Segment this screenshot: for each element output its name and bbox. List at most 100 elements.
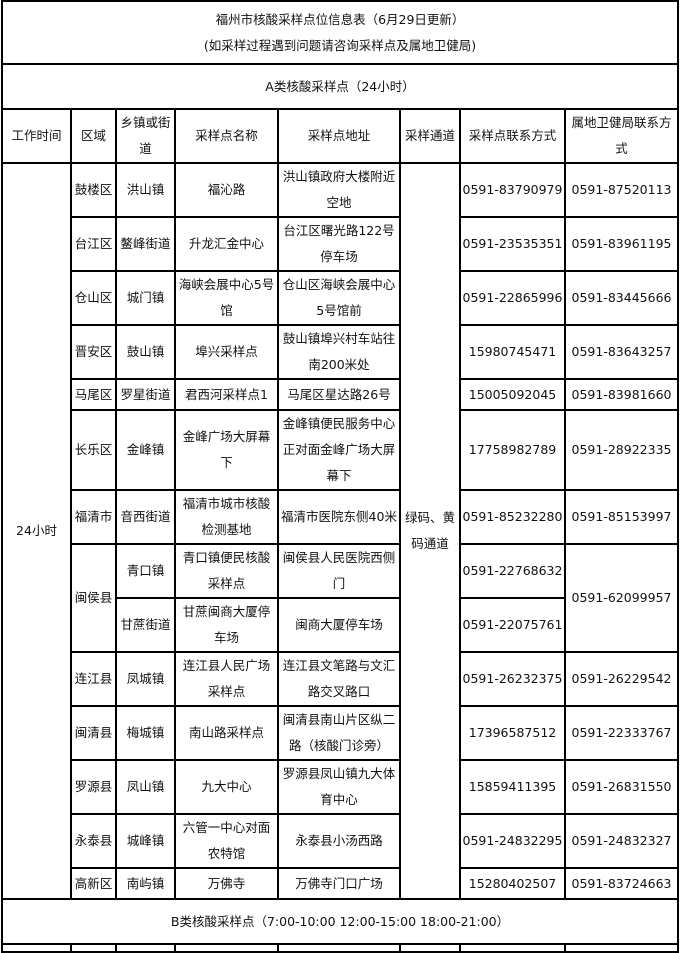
town-cell: 罗星街道: [115, 378, 176, 411]
empty-cell: [115, 943, 176, 953]
empty-cell: [459, 943, 566, 953]
town-cell: 青口镇: [115, 543, 176, 599]
address-cell: 仓山区海峡会展中心5号馆前: [277, 270, 401, 326]
section-b-row: B类核酸采样点（7:00-10:00 12:00-15:00 18:00-21:…: [0, 898, 680, 945]
district-cell: 闽侯县: [70, 543, 117, 653]
address-cell: 万佛寺门口广场: [277, 867, 401, 900]
address-cell: 闽侯县人民医院西侧门: [277, 543, 401, 599]
bureau-phone-cell: 0591-28922335: [563, 409, 680, 491]
bureau-phone-cell: 0591-83961195: [563, 216, 680, 272]
header-channel: 采样通道: [399, 108, 461, 164]
site-phone-cell: 17396587512: [459, 705, 566, 761]
town-cell: 洪山镇: [115, 162, 176, 218]
bureau-phone-cell: 0591-83445666: [563, 270, 680, 326]
town-cell: 鳌峰街道: [115, 216, 176, 272]
header-work-time: 工作时间: [1, 108, 72, 164]
town-cell: 南屿镇: [115, 867, 176, 900]
site-name-cell: 六管一中心对面农特馆: [174, 813, 279, 869]
address-cell: 洪山镇政府大楼附近空地: [277, 162, 401, 218]
bureau-phone-cell: 0591-26831550: [563, 759, 680, 815]
title-text: 福州市核酸采样点位信息表（6月29日更新）: [215, 11, 465, 27]
town-cell: 音西街道: [115, 489, 176, 545]
district-cell: 马尾区: [70, 378, 117, 411]
table-row: 台江区 鳌峰街道 升龙汇金中心 台江区曙光路122号停车场 0591-23535351 0…: [2, 216, 680, 272]
site-name-cell: 南山路采样点: [174, 705, 279, 761]
town-cell: 凤城镇: [115, 651, 176, 707]
district-cell: 罗源县: [70, 759, 117, 815]
subtitle-text: (如采样过程遇到问题请咨询采样点及属地卫健局): [203, 37, 477, 53]
address-cell: 金峰镇便民服务中心正对面金峰广场大屏幕下: [277, 409, 401, 491]
address-cell: 闽清县南山片区纵二路（核酸门诊旁）: [277, 705, 401, 761]
site-phone-cell: 0591-24832295: [459, 813, 566, 869]
header-district: 区域: [70, 108, 117, 164]
address-cell: 罗源县凤山镇九大体育中心: [277, 759, 401, 815]
table-row: 连江县 凤城镇 连江县人民广场采样点 连江县文笔路与文汇路交叉路口 0591-26232…: [2, 651, 680, 707]
site-name-cell: 埠兴采样点: [174, 324, 279, 380]
bureau-phone-cell: 0591-87520113: [563, 162, 680, 218]
empty-cell: [1, 943, 72, 953]
district-cell: 闽清县: [70, 705, 117, 761]
address-cell: 台江区曙光路122号停车场: [277, 216, 401, 272]
site-phone-cell: 0591-26232375: [459, 651, 566, 707]
district-cell: 鼓楼区: [70, 162, 117, 218]
table-row: 仓山区 城门镇 海峡会展中心5号馆 仓山区海峡会展中心5号馆前 0591-2286599…: [2, 270, 680, 326]
table-row: 24小时 鼓楼区 洪山镇 福沁路 洪山镇政府大楼附近空地 绿码、黄码通道 0591-8379…: [1, 162, 680, 900]
empty-cell: [70, 943, 117, 953]
district-cell: 长乐区: [70, 409, 117, 491]
site-phone-cell: 15980745471: [459, 324, 566, 380]
empty-cell: [399, 943, 461, 953]
bureau-phone-cell: 0591-62099957: [563, 543, 680, 653]
town-cell: 凤山镇: [115, 759, 176, 815]
table-title: 福州市核酸采样点位信息表（6月29日更新） (如采样过程遇到问题请咨询采样点及属…: [0, 0, 680, 65]
district-cell: 永泰县: [70, 813, 117, 869]
site-phone-cell: 0591-22768632: [459, 543, 566, 599]
address-cell: 鼓山镇埠兴村车站往南200米处: [277, 324, 401, 380]
town-cell: 金峰镇: [115, 409, 176, 491]
address-cell: 永泰县小汤西路: [277, 813, 401, 869]
site-name-cell: 福沁路: [174, 162, 279, 218]
site-name-cell: 福清市城市核酸检测基地: [174, 489, 279, 545]
bureau-phone-cell: 0591-85153997: [563, 489, 680, 545]
bureau-phone-cell: 0591-83724663: [563, 867, 680, 900]
partial-row: [1, 943, 680, 953]
table-row: 马尾区 罗星街道 君西河采样点1 马尾区星达路26号 15005092045 0591-8…: [2, 378, 680, 411]
bureau-phone-cell: 0591-24832327: [563, 813, 680, 869]
district-cell: 福清市: [70, 489, 117, 545]
table-row: 罗源县 凤山镇 九大中心 罗源县凤山镇九大体育中心 15859411395 0591-26…: [2, 759, 680, 815]
header-town: 乡镇或街道: [115, 108, 176, 164]
table-row: 长乐区 金峰镇 金峰广场大屏幕下 金峰镇便民服务中心正对面金峰广场大屏幕下 177589…: [2, 409, 680, 491]
town-cell: 鼓山镇: [115, 324, 176, 380]
section-a-row: A类核酸采样点（24小时）: [0, 63, 680, 110]
channel-cell: 绿码、黄码通道: [399, 162, 461, 900]
empty-cell: [277, 943, 401, 953]
site-phone-cell: 0591-83790979: [459, 162, 566, 218]
town-cell: 梅城镇: [115, 705, 176, 761]
district-cell: 高新区: [70, 867, 117, 900]
site-phone-cell: 15280402507: [459, 867, 566, 900]
site-name-cell: 升龙汇金中心: [174, 216, 279, 272]
header-address: 采样点地址: [277, 108, 401, 164]
bureau-phone-cell: 0591-26229542: [563, 651, 680, 707]
town-cell: 城峰镇: [115, 813, 176, 869]
site-name-cell: 青口镇便民核酸采样点: [174, 543, 279, 599]
table-row: 晋安区 鼓山镇 埠兴采样点 鼓山镇埠兴村车站往南200米处 15980745471 059…: [2, 324, 680, 380]
district-cell: 连江县: [70, 651, 117, 707]
site-phone-cell: 0591-23535351: [459, 216, 566, 272]
town-cell: 甘蔗街道: [115, 597, 176, 653]
site-name-cell: 甘蔗闽商大厦停车场: [174, 597, 279, 653]
site-phone-cell: 15005092045: [459, 378, 566, 411]
site-phone-cell: 0591-22865996: [459, 270, 566, 326]
bureau-phone-cell: 0591-83981660: [563, 378, 680, 411]
site-name-cell: 金峰广场大屏幕下: [174, 409, 279, 491]
section-b-heading: B类核酸采样点（7:00-10:00 12:00-15:00 18:00-21:…: [0, 898, 680, 945]
district-cell: 晋安区: [70, 324, 117, 380]
table-row: 甘蔗街道 甘蔗闽商大厦停车场 闽商大厦停车场 0591-22075761: [2, 597, 678, 653]
table-row: 永泰县 城峰镇 六管一中心对面农特馆 永泰县小汤西路 0591-24832295 0591…: [2, 813, 680, 869]
header-site-phone: 采样点联系方式: [459, 108, 566, 164]
header-bureau-phone: 属地卫健局联系方式: [563, 108, 680, 164]
bureau-phone-cell: 0591-22333767: [563, 705, 680, 761]
site-name-cell: 连江县人民广场采样点: [174, 651, 279, 707]
empty-cell: [174, 943, 279, 953]
site-name-cell: 九大中心: [174, 759, 279, 815]
